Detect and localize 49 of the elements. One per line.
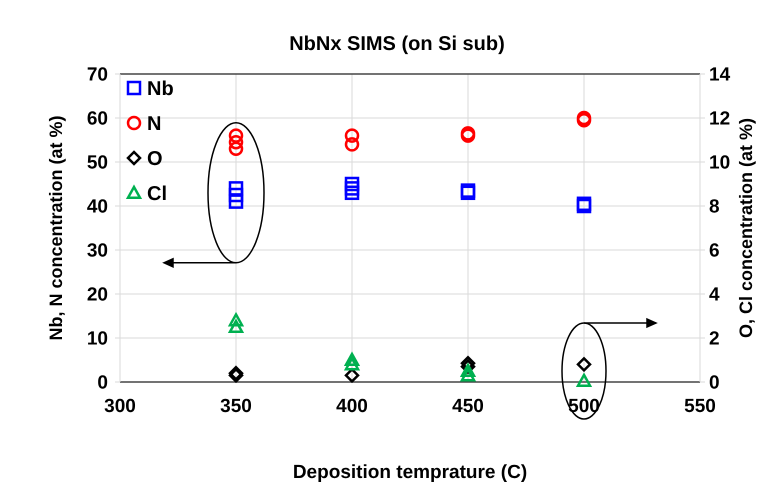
y2-tick-label: 10 xyxy=(709,152,730,174)
y2-tick-label: 14 xyxy=(709,64,731,86)
legend-label: O xyxy=(147,148,163,170)
y-tick-label: 0 xyxy=(97,372,108,394)
y2-tick-label: 4 xyxy=(709,284,720,306)
point xyxy=(344,186,360,200)
legend-label: Nb xyxy=(147,78,174,100)
x-tick-label: 400 xyxy=(336,396,368,417)
point xyxy=(344,352,360,366)
x-tick-label: 450 xyxy=(452,396,484,417)
point xyxy=(228,142,244,156)
legend-label: N xyxy=(147,113,162,135)
point xyxy=(228,320,244,334)
point xyxy=(344,137,360,152)
y2-tick-label: 8 xyxy=(709,196,720,218)
point xyxy=(228,188,244,202)
y2-axis-title: O, Cl concentration (at %) xyxy=(736,118,756,338)
y-tick-label: 60 xyxy=(86,108,108,130)
y-tick-label: 20 xyxy=(86,284,108,306)
point xyxy=(228,134,244,150)
point xyxy=(344,181,360,196)
point xyxy=(576,374,592,387)
y2-tick-label: 6 xyxy=(709,240,720,262)
y2-tick-label: 12 xyxy=(709,108,730,130)
y-tick-label: 30 xyxy=(86,240,108,262)
y-tick-label: 70 xyxy=(86,64,108,86)
y2-tick-label: 2 xyxy=(709,328,720,350)
x-axis-title: Deposition temprature (C) xyxy=(292,462,528,483)
x-tick-label: 300 xyxy=(104,396,136,417)
point xyxy=(576,357,592,372)
y2-tick-label: 0 xyxy=(709,372,720,394)
point xyxy=(228,194,244,209)
y-tick-label: 40 xyxy=(86,196,108,218)
y-tick-label: 50 xyxy=(86,152,108,174)
legend-label: Cl xyxy=(147,183,167,205)
point xyxy=(344,176,360,192)
point xyxy=(460,364,476,378)
point xyxy=(344,357,360,370)
chart-title: NbNx SIMS (on Si sub) xyxy=(289,33,505,55)
point xyxy=(228,128,244,143)
point xyxy=(344,368,360,383)
point xyxy=(228,313,244,326)
point xyxy=(460,368,476,382)
y-tick-label: 10 xyxy=(86,328,108,350)
x-tick-label: 550 xyxy=(684,396,716,417)
x-tick-label: 350 xyxy=(220,396,252,417)
y-axis-title: Nb, N concentration (at %) xyxy=(46,115,66,341)
point xyxy=(228,181,244,196)
point xyxy=(344,128,360,143)
